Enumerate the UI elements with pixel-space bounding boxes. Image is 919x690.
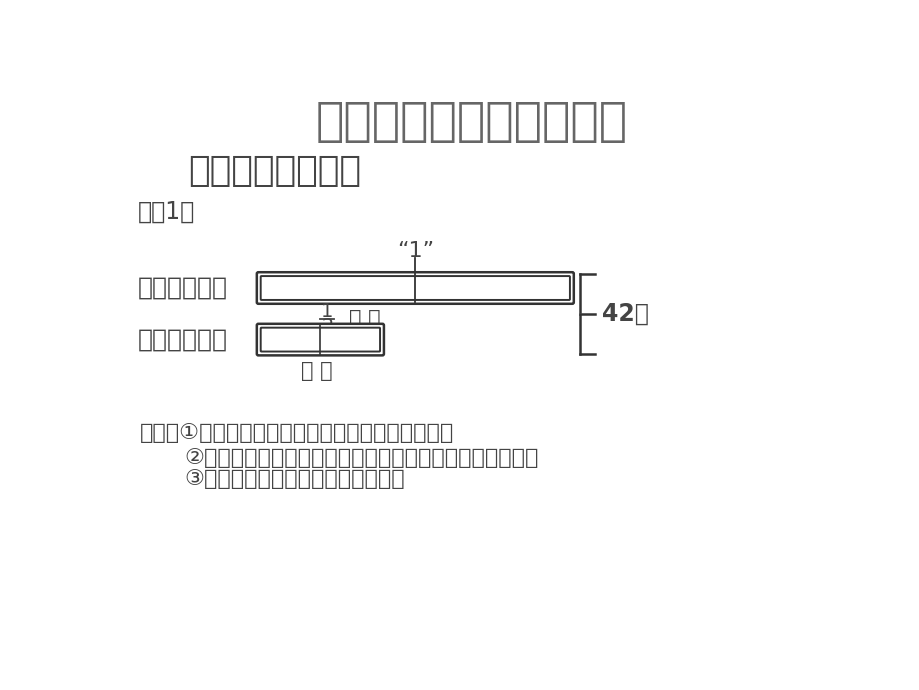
FancyBboxPatch shape	[260, 328, 380, 351]
Text: 上半场得分：: 上半场得分：	[138, 276, 228, 300]
Text: ②上半场和下半场的得分我们都不知道，那怎样设未知数？: ②上半场和下半场的得分我们都不知道，那怎样设未知数？	[185, 448, 539, 468]
Text: 预设1：: 预设1：	[138, 200, 196, 224]
FancyBboxPatch shape	[256, 324, 383, 355]
Text: 问题：①你们能借助线段图找出一个等量关系式吗？: 问题：①你们能借助线段图找出一个等量关系式吗？	[140, 423, 454, 443]
Text: 2: 2	[321, 317, 334, 337]
Text: 二、引入情境，探究新知: 二、引入情境，探究新知	[315, 100, 627, 146]
Text: ？ 分: ？ 分	[348, 309, 380, 329]
Text: “1”: “1”	[396, 241, 434, 261]
FancyBboxPatch shape	[256, 273, 573, 304]
Text: 42分: 42分	[601, 302, 648, 326]
Text: （二）分析与解答: （二）分析与解答	[188, 155, 361, 188]
Text: ③请你依据等量关系列方程并解答。: ③请你依据等量关系列方程并解答。	[185, 469, 405, 489]
Text: ？ 分: ？ 分	[301, 361, 332, 381]
Text: 1: 1	[321, 302, 334, 321]
FancyBboxPatch shape	[260, 276, 569, 300]
Text: 下半场得分：: 下半场得分：	[138, 328, 228, 352]
